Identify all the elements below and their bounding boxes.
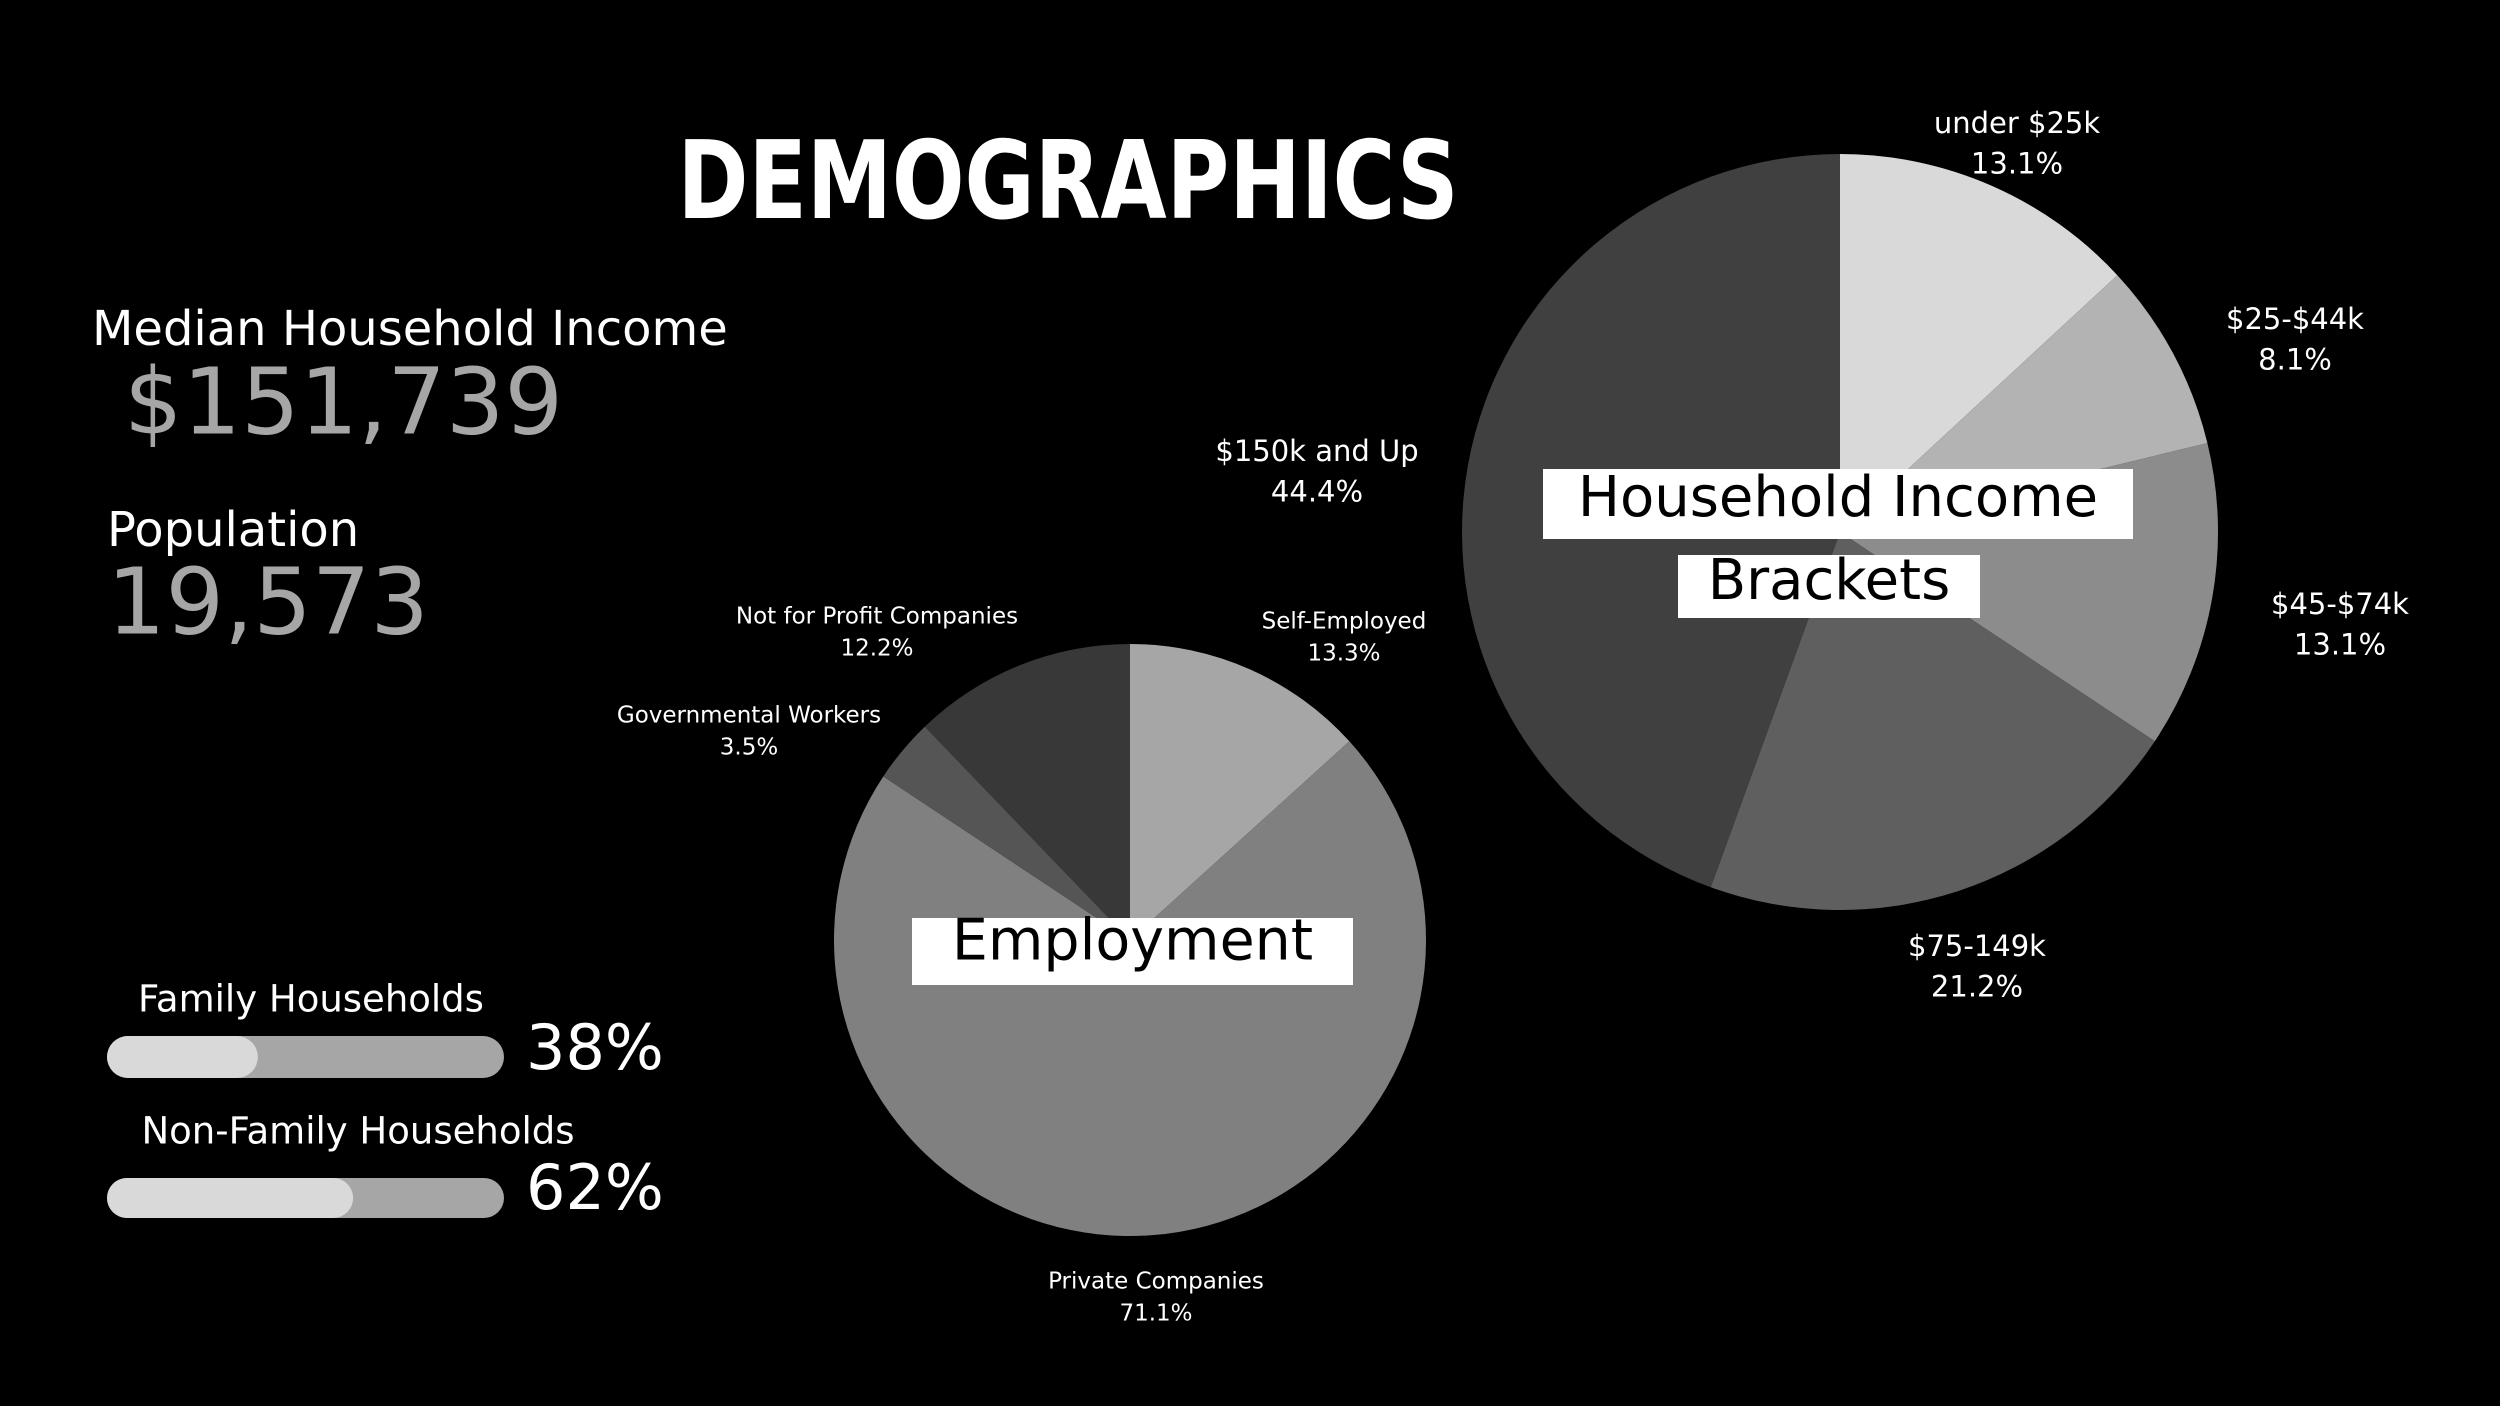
title-box [1678,555,1980,618]
stat-label: Population [107,502,359,558]
bar-label: Family Households [138,978,484,1021]
title-box [912,918,1353,985]
slice-label: $150k and Up [1215,434,1418,468]
bar-value: 38% [526,1011,664,1084]
slice-value: 13.1% [1971,147,2063,181]
slice-label: $75-149k [1908,929,2046,963]
pie-slice [924,644,1130,940]
pie-slice [1710,532,2155,911]
pie-slice [1840,275,2208,532]
title-box [1543,469,2133,539]
slice-label: Self-Employed [1262,609,1427,635]
slice-value: 13.3% [1307,641,1380,667]
slice-value: 8.1% [2258,343,2332,377]
chart-title: Employment [952,908,1313,974]
slice-label: Governmental Workers [617,703,881,729]
pie-slice [883,726,1130,940]
chart-title: Brackets [1708,548,1951,613]
bar-fill [107,1178,354,1218]
page-title: DEMOGRAPHICS [678,119,1459,244]
slice-value: 44.4% [1271,475,1363,509]
slice-value: 13.1% [2294,628,2386,662]
pie-slice [1840,154,2118,532]
chart-title: Household Income [1578,465,2098,530]
slice-value: 3.5% [720,735,778,761]
slice-label: $45-$74k [2271,587,2409,621]
pie-slice [1130,644,1350,940]
bar-label: Non-Family Households [141,1110,574,1153]
slice-label: $25-$44k [2226,302,2364,336]
slice-value: 71.1% [1119,1301,1192,1327]
bar-value: 62% [526,1151,664,1224]
slice-value: 21.2% [1931,970,2023,1004]
bar-fill [107,1036,258,1078]
slice-label: Not for Profit Companies [736,604,1018,630]
slice-value: 12.2% [840,636,913,662]
slice-label: Private Companies [1048,1269,1264,1295]
stat-label: Median Household Income [92,301,728,357]
stat-value: 19,573 [107,548,429,655]
pie-slice [834,741,1426,1236]
stat-value: $151,739 [124,348,563,455]
slice-label: under $25k [1934,106,2101,140]
